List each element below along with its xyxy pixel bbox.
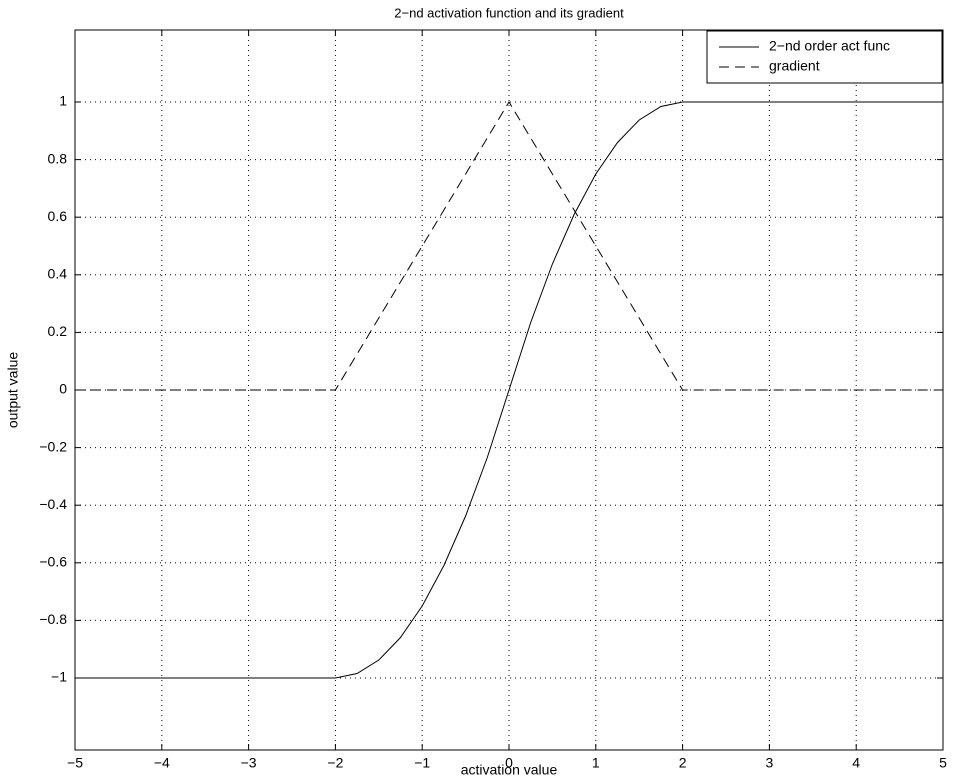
- x-tick-label: −2: [327, 755, 343, 771]
- y-tick-label: −0.4: [39, 496, 67, 512]
- x-axis-label: activation value: [461, 762, 558, 778]
- y-tick-label: 0.6: [48, 208, 68, 224]
- y-tick-label: −0.6: [39, 554, 67, 570]
- legend-box: [706, 30, 943, 84]
- y-tick-label: 0.8: [48, 150, 68, 166]
- y-tick-label: 0: [59, 381, 67, 397]
- x-tick-label: 4: [852, 755, 860, 771]
- y-tick-label: 0.2: [48, 323, 68, 339]
- y-tick-label: −0.2: [39, 438, 67, 454]
- x-tick-label: −4: [154, 755, 170, 771]
- y-tick-label: 1: [59, 93, 67, 109]
- x-tick-label: 2: [679, 755, 687, 771]
- y-tick-label: −1: [51, 669, 67, 685]
- legend-label: 2−nd order act func: [769, 38, 890, 54]
- x-tick-label: 1: [592, 755, 600, 771]
- x-tick-label: 3: [766, 755, 774, 771]
- line-series: [75, 101, 943, 391]
- x-tick-label: −5: [67, 755, 83, 771]
- x-tick-label: 0: [505, 755, 513, 771]
- chart-title: 2−nd activation function and its gradien…: [394, 5, 624, 20]
- legend-label: gradient: [769, 58, 820, 74]
- x-tick-label: −1: [414, 755, 430, 771]
- x-tick-label: 5: [939, 755, 947, 771]
- line-series: [75, 101, 943, 679]
- y-tick-label: −0.8: [39, 611, 67, 627]
- y-axis-label: output value: [5, 352, 21, 428]
- x-tick-label: −3: [241, 755, 257, 771]
- y-tick-label: 0.4: [48, 266, 68, 282]
